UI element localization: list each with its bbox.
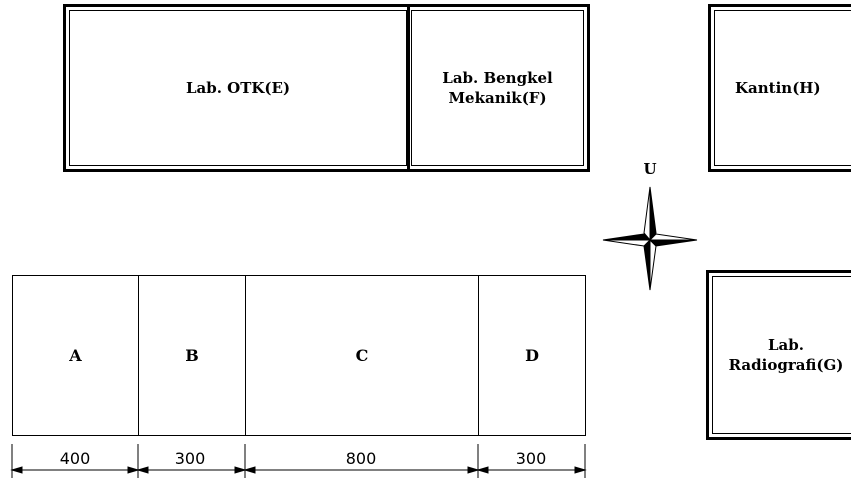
room-a-label: A: [69, 346, 82, 365]
lab-bengkel-label-line2: Mekanik(F): [448, 89, 547, 107]
dimension-arrow: [10, 466, 23, 474]
room-c-label: C: [355, 346, 369, 365]
dimension-lines: [10, 466, 587, 474]
dimension-arrow: [234, 466, 247, 474]
dimension-arrow: [467, 466, 480, 474]
room-b-label: B: [185, 346, 199, 365]
building-partition: [407, 7, 410, 169]
room-b: B: [138, 275, 246, 436]
dimension-ticks: [11, 444, 586, 478]
dimension-label-b: 300: [170, 449, 210, 468]
dimension-arrow: [243, 466, 256, 474]
room-d-label: D: [525, 346, 539, 365]
dimension-label-d: 300: [511, 449, 551, 468]
dimension-label-a: 400: [55, 449, 95, 468]
lab-bengkel-label-line1: Lab. Bengkel: [442, 68, 553, 87]
room-a: A: [12, 275, 139, 436]
radiografi-label-line2: Radiografi(G): [728, 356, 844, 374]
lab-otk-room: Lab. OTK(E): [69, 10, 407, 166]
dimension-arrow: [574, 466, 587, 474]
room-c: C: [245, 275, 479, 436]
lab-bengkel-room: Lab. Bengkel Mekanik(F): [411, 10, 584, 166]
room-d: D: [478, 275, 586, 436]
compass-star-icon: [602, 186, 698, 291]
kantin-label: Kantin(H): [735, 78, 821, 97]
radiografi-room: Lab. Radiografi(G): [712, 276, 851, 434]
dimension-arrow: [136, 466, 149, 474]
dimension-arrow: [127, 466, 140, 474]
building-kantin: Kantin(H): [708, 4, 851, 172]
building-otk-bengkel: Lab. OTK(E) Lab. Bengkel Mekanik(F): [63, 4, 590, 172]
dimension-label-c: 800: [341, 449, 381, 468]
lab-otk-label: Lab. OTK(E): [185, 78, 291, 97]
compass-north-label: U: [643, 160, 657, 178]
dimension-arrow: [476, 466, 489, 474]
kantin-room: Kantin(H): [714, 10, 851, 166]
radiografi-label-line1: Lab.: [768, 335, 804, 354]
building-radiografi: Lab. Radiografi(G): [706, 270, 851, 440]
